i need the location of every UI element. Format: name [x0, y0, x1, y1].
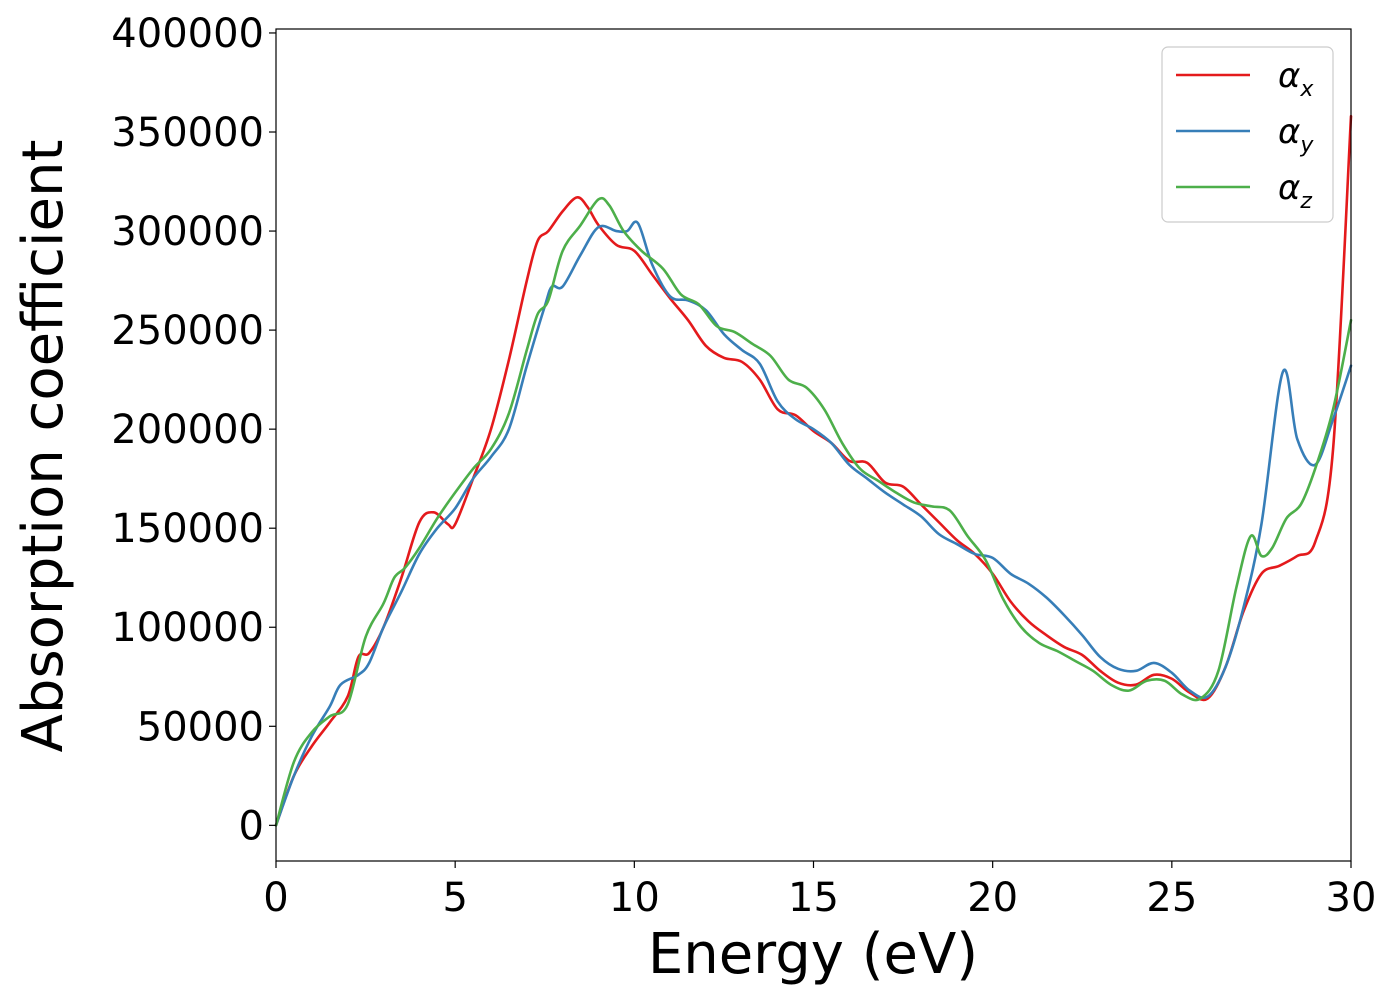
x-tick-label: 10 — [609, 875, 660, 921]
y-tick-label: 400000 — [111, 11, 264, 57]
y-tick-label: 150000 — [111, 506, 264, 552]
x-tick-label: 15 — [788, 875, 839, 921]
y-tick-label: 250000 — [111, 308, 264, 354]
ticks-layer: 0 5 10 15 20 25 30 0 50000 100000 150000 200000 2500… — [111, 11, 1376, 921]
y-tick-label: 350000 — [111, 110, 264, 156]
x-axis-title: Energy (eV) — [648, 922, 978, 987]
y-tick-label: 200000 — [111, 407, 264, 453]
y-tick-label: 300000 — [111, 209, 264, 255]
legend-box — [1161, 46, 1334, 223]
x-tick-label: 30 — [1326, 875, 1377, 921]
legend-label-x: αx — [1278, 56, 1314, 102]
x-tick-label: 0 — [263, 875, 288, 921]
x-tick-label: 25 — [1146, 875, 1197, 921]
series-line-z — [274, 196, 1353, 827]
y-tick-label: 100000 — [111, 605, 264, 651]
y-tick-label: 0 — [239, 803, 264, 849]
y-axis-title: Absorption coefficient — [11, 140, 76, 753]
x-tick-label: 5 — [442, 875, 467, 921]
x-tick-label: 20 — [967, 875, 1018, 921]
series-line-y — [274, 220, 1353, 827]
series-layer — [274, 114, 1353, 827]
y-tick-label: 50000 — [137, 704, 264, 750]
